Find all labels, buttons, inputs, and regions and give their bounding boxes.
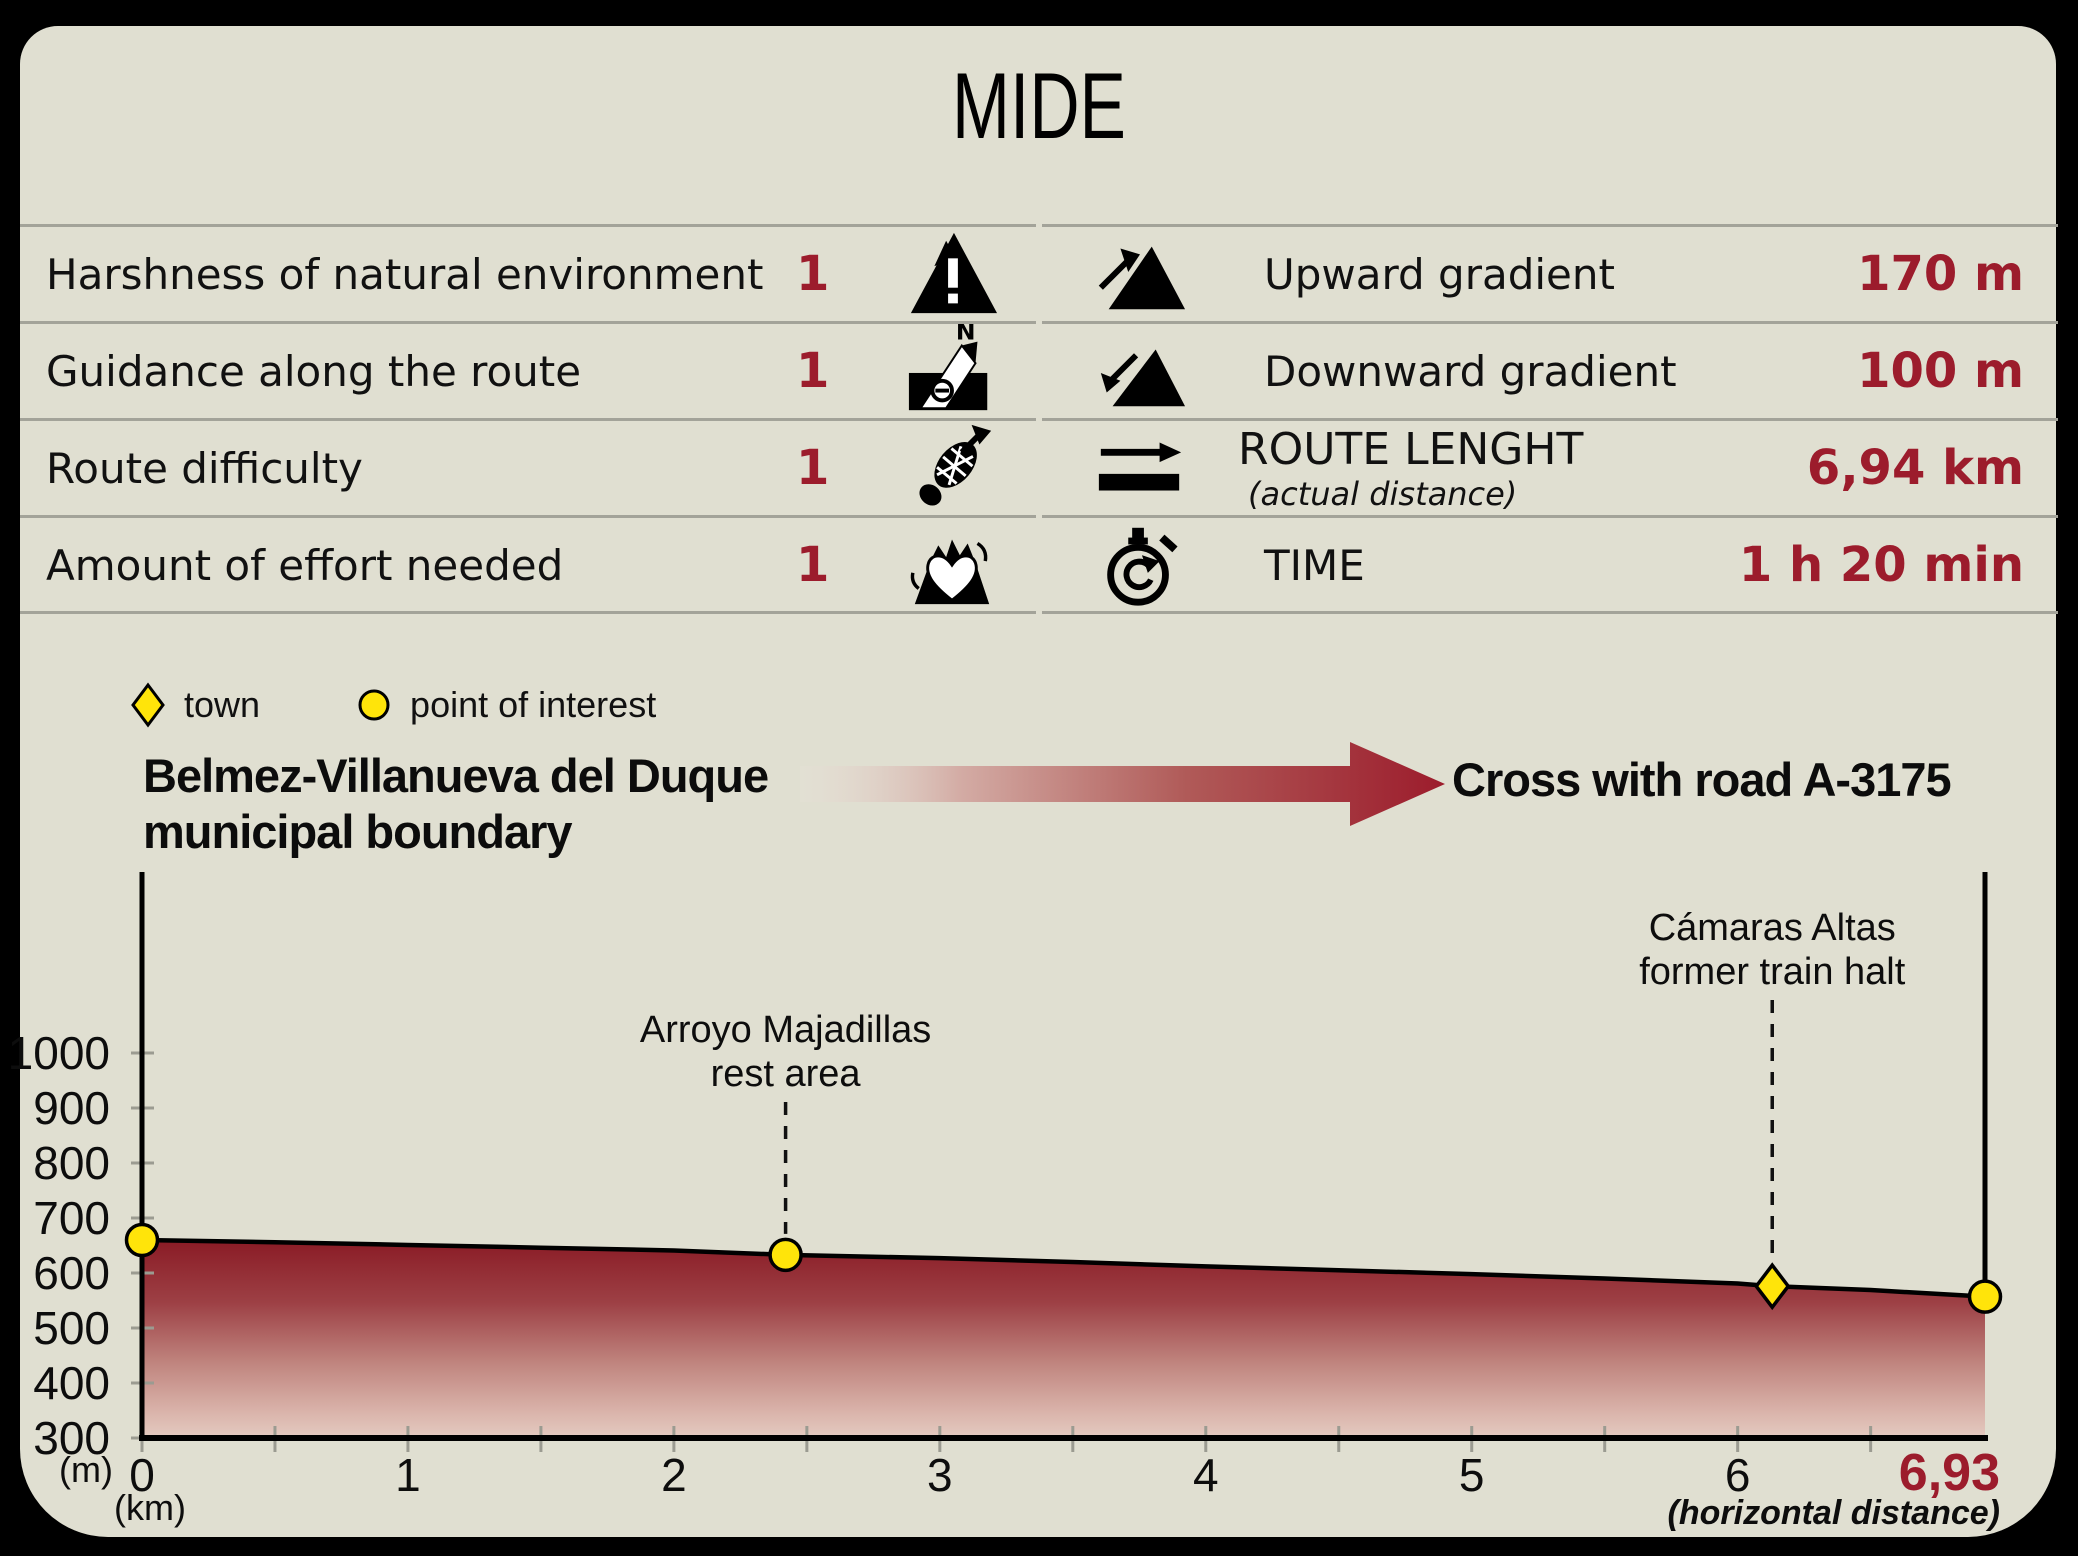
mide-summary-table: Upward gradient 170 m Downward gradient … — [1042, 224, 2058, 614]
legend-label: town — [184, 684, 261, 725]
row-value: 1 — [796, 537, 830, 593]
table-row: Guidance along the route 1 N — [20, 321, 1036, 418]
row-value: 6,94 km — [1806, 440, 2024, 496]
svg-text:900: 900 — [33, 1082, 110, 1134]
legend-town: town — [130, 682, 260, 728]
svg-text:1: 1 — [395, 1449, 421, 1501]
row-sublabel: (actual distance) — [1248, 474, 1518, 513]
table-row: TIME 1 h 20 min — [1042, 515, 2058, 612]
row-value: 1 — [796, 440, 830, 496]
slope-up-icon — [1042, 227, 1238, 321]
row-label-block: ROUTE LENGHT (actual distance) — [1238, 424, 1784, 513]
route-direction-arrow-icon — [800, 742, 1445, 826]
svg-text:former train halt: former train halt — [1639, 951, 1906, 993]
row-label: Guidance along the route — [46, 346, 582, 396]
row-label: Route difficulty — [46, 443, 363, 493]
stopwatch-icon — [1042, 518, 1238, 612]
table-row: ROUTE LENGHT (actual distance) 6,94 km — [1042, 418, 2058, 515]
mountain-warning-icon — [868, 227, 1036, 321]
row-label: Harshness of natural environment — [46, 249, 764, 299]
table-row: Route difficulty 1 — [20, 418, 1036, 515]
svg-text:700: 700 — [33, 1192, 110, 1244]
map-legend: town point of interest — [130, 682, 656, 728]
svg-text:6,93: 6,93 — [1899, 1444, 2000, 1502]
svg-text:600: 600 — [33, 1247, 110, 1299]
svg-text:5: 5 — [1459, 1449, 1485, 1501]
row-value: 100 m — [1857, 343, 2024, 399]
compass-icon: N — [868, 324, 1036, 418]
row-value: 1 — [796, 246, 830, 302]
svg-text:(m): (m) — [59, 1449, 113, 1490]
svg-text:(km): (km) — [114, 1487, 186, 1528]
slope-down-icon — [1042, 324, 1238, 418]
svg-text:3: 3 — [927, 1449, 953, 1501]
poi-marker-icon — [358, 689, 390, 721]
svg-text:1000: 1000 — [8, 1027, 110, 1079]
route-length-icon — [1042, 421, 1238, 515]
row-label: Amount of effort needed — [46, 540, 564, 590]
svg-text:4: 4 — [1193, 1449, 1219, 1501]
heart-effort-icon — [868, 518, 1036, 612]
svg-text:400: 400 — [33, 1357, 110, 1409]
row-label: Upward gradient — [1264, 249, 1615, 299]
row-value: 1 h 20 min — [1738, 537, 2024, 593]
svg-text:2: 2 — [661, 1449, 687, 1501]
row-label: Downward gradient — [1264, 346, 1677, 396]
page-title: MIDE — [952, 53, 1126, 158]
table-row: Harshness of natural environment 1 — [20, 227, 1036, 321]
svg-text:500: 500 — [33, 1302, 110, 1354]
town-marker-icon — [131, 682, 165, 728]
mide-rating-table: Harshness of natural environment 1 Guida… — [20, 224, 1036, 614]
row-label: TIME — [1264, 540, 1365, 590]
boot-icon — [868, 421, 1036, 515]
row-value: 1 — [796, 343, 830, 399]
row-label: ROUTE LENGHT — [1238, 423, 1584, 475]
route-start-label: Belmez-Villanueva del Duque municipal bo… — [143, 749, 769, 859]
legend-poi: point of interest — [356, 684, 656, 726]
legend-label: point of interest — [410, 684, 657, 725]
svg-text:(horizontal distance): (horizontal distance) — [1668, 1494, 2000, 1532]
svg-text:0: 0 — [129, 1449, 155, 1501]
table-row: Upward gradient 170 m — [1042, 227, 2058, 321]
table-row: Downward gradient 100 m — [1042, 321, 2058, 418]
svg-text:Arroyo Majadillas: Arroyo Majadillas — [640, 1009, 931, 1051]
svg-text:Cámaras Altas: Cámaras Altas — [1649, 907, 1896, 949]
svg-text:800: 800 — [33, 1137, 110, 1189]
svg-text:300: 300 — [33, 1412, 110, 1464]
svg-text:N: N — [956, 324, 976, 346]
svg-text:6: 6 — [1725, 1449, 1751, 1501]
row-value: 170 m — [1857, 246, 2024, 302]
table-row: Amount of effort needed 1 — [20, 515, 1036, 612]
svg-text:rest area: rest area — [711, 1053, 862, 1095]
route-end-label: Cross with road A-3175 — [1452, 753, 1952, 806]
